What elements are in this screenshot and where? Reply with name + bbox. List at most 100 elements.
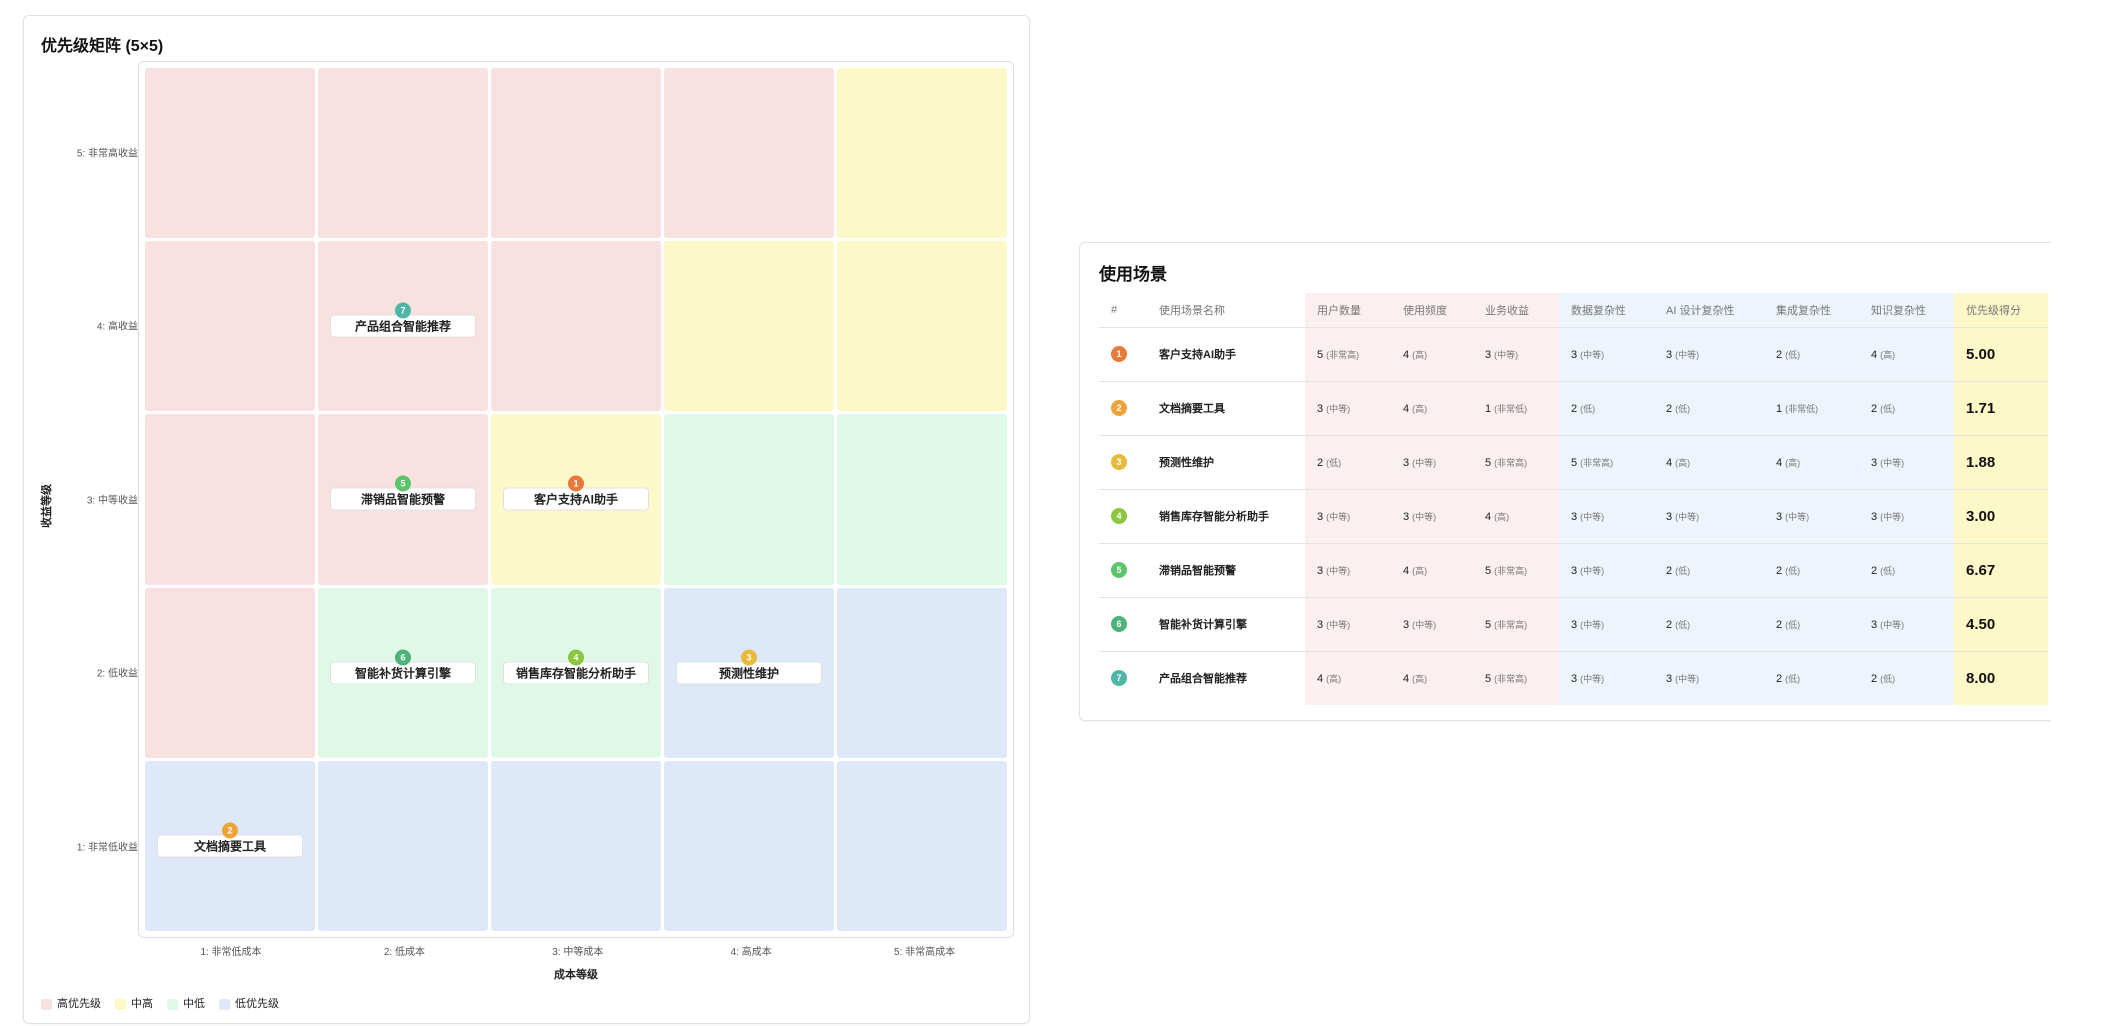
matrix-cell	[837, 68, 1007, 239]
score-qualifier: (中等)	[1880, 457, 1905, 468]
matrix-item-1[interactable]: 1 客户支持AI助手	[503, 475, 649, 511]
use-cases-title: 使用场景	[1099, 265, 1167, 284]
matrix-cell	[491, 760, 661, 931]
matrix-cell: 3 预测性维护	[664, 587, 834, 758]
priority-score: 8.00	[1954, 651, 2048, 705]
score-value: 3	[1317, 510, 1324, 523]
legend-swatch	[115, 998, 126, 1010]
column-header[interactable]: #	[1099, 293, 1147, 328]
column-header[interactable]: 优先级得分	[1954, 293, 2048, 328]
y-tick-label: 3: 中等收益	[86, 495, 138, 507]
score-value: 4	[1485, 510, 1492, 523]
score-cell: 2 (低)	[1654, 543, 1764, 598]
legend-label: 中高	[131, 998, 153, 1010]
legend-label: 低优先级	[235, 998, 279, 1010]
score-qualifier: (低)	[1675, 403, 1691, 414]
column-header[interactable]: 集成复杂性	[1764, 293, 1859, 328]
score-value: 5	[1485, 618, 1492, 631]
table-row[interactable]: 5 滞销品智能预警 3 (中等) 4 (高) 5 (非常高) 3 (中等) 2 (低) 2 (低) 2 (低)…	[1099, 543, 2048, 598]
score-qualifier: (低)	[1880, 673, 1896, 684]
legend-item-low: 低优先级	[219, 995, 279, 1011]
row-number-cell: 3	[1099, 435, 1147, 490]
table-row[interactable]: 7 产品组合智能推荐 4 (高) 4 (高) 5 (非常高) 3 (中等) 3 (中等) 2 (低) 2 (低…	[1099, 651, 2048, 705]
score-cell: 5 (非常高)	[1305, 327, 1391, 382]
score-cell: 3 (中等)	[1473, 327, 1559, 382]
score-value: 2	[1776, 618, 1783, 631]
matrix-item-3[interactable]: 3 预测性维护	[676, 649, 822, 685]
score-value: 5	[1485, 456, 1492, 469]
score-cell: 3 (中等)	[1391, 597, 1473, 652]
y-tick-label: 1: 非常低收益	[76, 842, 138, 854]
score-value: 3	[1776, 510, 1783, 523]
score-value: 3	[1317, 564, 1324, 577]
score-value: 4	[1776, 456, 1783, 469]
score-cell: 5 (非常高)	[1473, 597, 1559, 652]
score-qualifier: (非常高)	[1494, 673, 1528, 684]
score-cell: 5 (非常高)	[1473, 651, 1559, 705]
score-cell: 3 (中等)	[1305, 489, 1391, 544]
item-name: 预测性维护	[718, 666, 779, 681]
score-cell: 3 (中等)	[1859, 435, 1954, 490]
score-qualifier: (中等)	[1675, 511, 1700, 522]
table-row[interactable]: 3 预测性维护 2 (低) 3 (中等) 5 (非常高) 5 (非常高) 4 (高) 4 (高) 3 (中等)…	[1099, 435, 2048, 490]
legend-item-midlow: 中低	[167, 995, 205, 1011]
column-header[interactable]: 知识复杂性	[1859, 293, 1954, 328]
score-cell: 2 (低)	[1305, 435, 1391, 490]
score-cell: 4 (高)	[1764, 435, 1859, 490]
score-cell: 3 (中等)	[1305, 597, 1391, 652]
score-cell: 2 (低)	[1654, 597, 1764, 652]
table-row[interactable]: 4 销售库存智能分析助手 3 (中等) 3 (中等) 4 (高) 3 (中等) 3 (中等) 3 (中等)…	[1099, 489, 2048, 544]
score-qualifier: (低)	[1326, 457, 1342, 468]
column-header[interactable]: 使用频度	[1391, 293, 1473, 328]
column-header[interactable]: 业务收益	[1473, 293, 1559, 328]
table-row[interactable]: 6 智能补货计算引擎 3 (中等) 3 (中等) 5 (非常高) 3 (中等) 2 (低) 2 (低) 3(…	[1099, 597, 2048, 652]
use-cases-table: # 使用场景名称 用户数量 使用频度 业务收益 数据复杂性 AI 设计复杂性 集成复杂性 知识复…	[1099, 293, 2048, 705]
column-header[interactable]: AI 设计复杂性	[1654, 293, 1764, 328]
score-qualifier: (中等)	[1580, 565, 1605, 576]
matrix-item-6[interactable]: 6 智能补货计算引擎	[330, 649, 476, 685]
matrix-item-5[interactable]: 5 滞销品智能预警	[330, 475, 476, 511]
table-row[interactable]: 1 客户支持AI助手 5 (非常高) 4 (高) 3 (中等) 3 (中等) 3 (中等) 2 (低) 4(…	[1099, 327, 2048, 382]
row-number-badge: 7	[1111, 670, 1127, 687]
x-tick-label: 2: 低成本	[383, 947, 425, 958]
score-qualifier: (中等)	[1326, 511, 1351, 522]
matrix-item-7[interactable]: 7 产品组合智能推荐	[330, 302, 476, 338]
matrix-cell	[145, 68, 315, 239]
item-name: 销售库存智能分析助手	[515, 666, 636, 681]
score-value: 4	[1403, 564, 1410, 577]
table-row[interactable]: 2 文档摘要工具 3 (中等) 4 (高) 1 (非常低) 2 (低) 2 (低) 1 (非常低) 2 (低)…	[1099, 381, 2048, 436]
matrix-item-2[interactable]: 2 文档摘要工具	[157, 822, 303, 858]
row-number-cell: 2	[1099, 381, 1147, 436]
row-number-badge: 5	[1111, 562, 1127, 578]
score-qualifier: (低)	[1785, 565, 1801, 576]
column-header[interactable]: 用户数量	[1305, 293, 1391, 328]
column-header[interactable]: 数据复杂性	[1559, 293, 1654, 328]
score-value: 2	[1871, 672, 1878, 685]
column-header[interactable]: 使用场景名称	[1147, 293, 1305, 328]
score-cell: 2 (低)	[1859, 651, 1954, 705]
matrix-cell	[837, 241, 1007, 412]
score-qualifier: (中等)	[1326, 565, 1351, 576]
score-qualifier: (低)	[1880, 403, 1896, 414]
legend-swatch	[219, 998, 230, 1010]
y-tick-label: 5: 非常高收益	[76, 148, 138, 160]
score-cell: 4 (高)	[1391, 381, 1473, 436]
score-value: 3	[1666, 348, 1673, 361]
legend-item-midhigh: 中高	[115, 995, 153, 1011]
matrix-cell	[837, 587, 1007, 758]
score-cell: 3 (中等)	[1764, 489, 1859, 544]
score-cell: 2 (低)	[1764, 543, 1859, 598]
score-qualifier: (低)	[1675, 619, 1691, 630]
score-value: 3	[1403, 456, 1410, 469]
matrix-item-4[interactable]: 4 销售库存智能分析助手	[503, 649, 649, 685]
matrix-cell	[318, 760, 488, 931]
score-qualifier: (高)	[1412, 349, 1428, 360]
score-cell: 2 (低)	[1859, 381, 1954, 436]
score-value: 2	[1666, 618, 1673, 631]
matrix-cell	[145, 241, 315, 412]
matrix-cell	[318, 68, 488, 239]
use-case-name: 智能补货计算引擎	[1147, 597, 1305, 652]
priority-matrix-card: 优先级矩阵 (5×5) 收益等级 5: 非常高收益 4: 高收益 3: 中等收益 2:…	[23, 15, 1030, 1024]
item-number-badge: 6	[395, 649, 411, 666]
score-value: 4	[1871, 348, 1878, 361]
